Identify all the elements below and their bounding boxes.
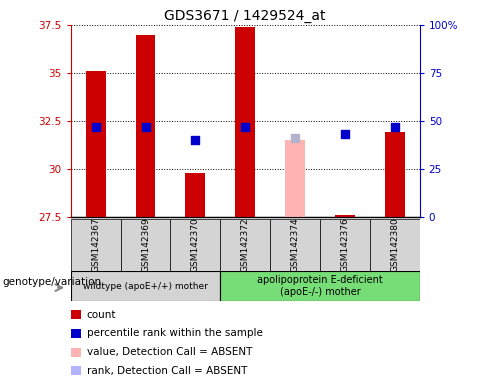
Text: percentile rank within the sample: percentile rank within the sample	[87, 328, 263, 338]
Bar	[86, 71, 105, 217]
Point	[92, 124, 100, 130]
Point	[291, 135, 299, 141]
Bar	[71, 348, 81, 357]
Text: count: count	[87, 310, 116, 319]
Text: GSM142374: GSM142374	[290, 217, 300, 272]
Point	[341, 131, 349, 137]
Text: GSM142372: GSM142372	[241, 217, 250, 272]
Bar	[71, 366, 81, 375]
Text: GSM142370: GSM142370	[191, 217, 200, 272]
Bar	[71, 271, 220, 301]
Point	[142, 124, 149, 130]
Text: apolipoprotein E-deficient
(apoE-/-) mother: apolipoprotein E-deficient (apoE-/-) mot…	[257, 275, 383, 297]
Bar	[285, 140, 305, 217]
Bar	[185, 173, 205, 217]
Bar	[320, 219, 370, 271]
Text: value, Detection Call = ABSENT: value, Detection Call = ABSENT	[87, 347, 252, 357]
Bar	[335, 215, 355, 217]
Bar	[121, 219, 170, 271]
Bar	[136, 35, 156, 217]
Bar	[235, 27, 255, 217]
Text: GSM142376: GSM142376	[341, 217, 349, 272]
Point	[391, 124, 399, 130]
Bar	[370, 219, 420, 271]
Bar	[71, 219, 121, 271]
Text: genotype/variation: genotype/variation	[2, 277, 102, 287]
Bar	[71, 329, 81, 338]
Text: GSM142369: GSM142369	[141, 217, 150, 272]
Bar	[220, 271, 420, 301]
Text: GSM142367: GSM142367	[91, 217, 100, 272]
Bar	[170, 219, 220, 271]
Text: wildtype (apoE+/+) mother: wildtype (apoE+/+) mother	[83, 281, 208, 291]
Point	[191, 137, 199, 143]
Point	[242, 124, 249, 130]
Bar	[71, 310, 81, 319]
Text: GSM142380: GSM142380	[390, 217, 399, 272]
Title: GDS3671 / 1429524_at: GDS3671 / 1429524_at	[164, 8, 326, 23]
Text: rank, Detection Call = ABSENT: rank, Detection Call = ABSENT	[87, 366, 247, 376]
Bar	[220, 219, 270, 271]
Bar	[270, 219, 320, 271]
Bar	[385, 132, 405, 217]
